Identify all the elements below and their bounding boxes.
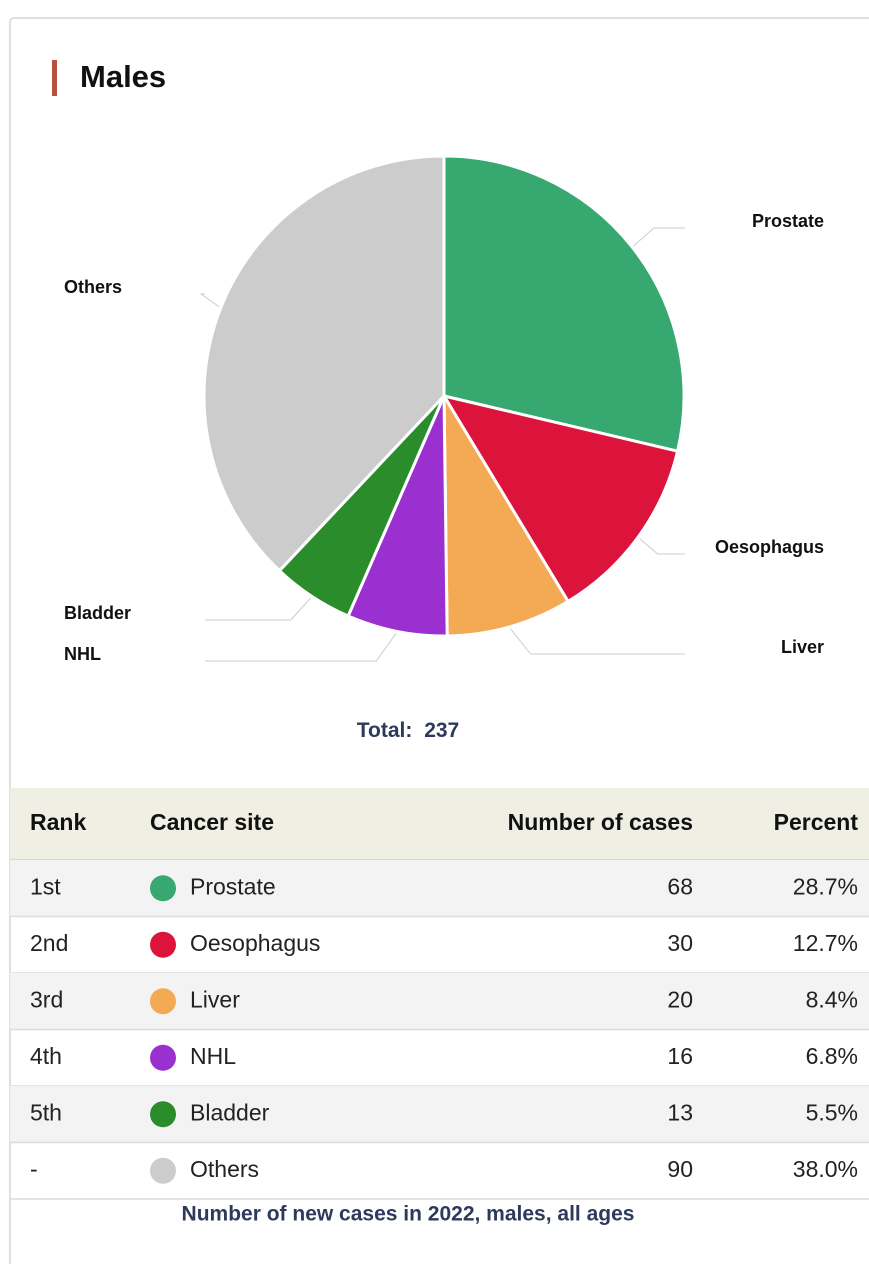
column-header: Cancer site — [150, 809, 274, 835]
percent-cell: 28.7% — [793, 873, 858, 899]
leader-line — [205, 597, 312, 621]
pie-slice — [202, 154, 446, 573]
cases-cell: 20 — [667, 986, 693, 1012]
percent-cell: 5.5% — [806, 1099, 858, 1125]
site-dot — [150, 1157, 176, 1184]
slice-label: Prostate — [752, 211, 824, 231]
rank-cell: - — [30, 1156, 38, 1182]
cases-cell: 30 — [667, 930, 693, 956]
slice-label: Liver — [781, 637, 824, 657]
site-dot — [150, 875, 176, 902]
slice-label: Others — [64, 277, 122, 297]
column-header: Number of cases — [508, 809, 693, 835]
percent-cell: 6.8% — [806, 1043, 858, 1069]
rank-cell: 2nd — [30, 930, 68, 956]
leader-line — [199, 293, 220, 308]
site-cell: Bladder — [190, 1099, 270, 1125]
column-header: Rank — [30, 809, 86, 835]
percent-cell: 38.0% — [793, 1156, 858, 1182]
cases-cell: 13 — [667, 1099, 693, 1125]
total-value: 237 — [424, 719, 459, 742]
site-cell: Liver — [190, 986, 240, 1012]
slice-label: Bladder — [64, 603, 131, 623]
rank-cell: 5th — [30, 1099, 62, 1125]
site-cell: NHL — [190, 1043, 236, 1069]
pie-chart: Prostate Oesophagus Liver NHL Bladder Others — [64, 154, 824, 664]
slice-label: NHL — [64, 644, 101, 664]
footnote: Number of new cases in 2022, males, all … — [182, 1203, 635, 1226]
rank-cell: 1st — [30, 873, 61, 899]
site-cell: Prostate — [190, 873, 276, 899]
site-cell: Others — [190, 1156, 259, 1182]
total: Total: 237 — [357, 719, 460, 742]
row-bg — [10, 1086, 869, 1143]
site-dot — [150, 988, 176, 1015]
pie-slice — [442, 154, 686, 453]
title-accent — [52, 60, 57, 96]
site-dot — [150, 1044, 176, 1071]
pie-slice — [442, 394, 570, 638]
table-header-bg — [10, 788, 869, 860]
leader-line — [639, 538, 685, 555]
column-header: Percent — [774, 809, 859, 835]
row-bg — [10, 860, 869, 917]
percent-cell: 12.7% — [793, 930, 858, 956]
rank-cell: 3rd — [30, 986, 63, 1012]
title: Males — [80, 59, 166, 94]
cases-cell: 68 — [667, 873, 693, 899]
leader-line — [205, 632, 397, 662]
rank-cell: 4th — [30, 1043, 62, 1069]
site-dot — [150, 1101, 176, 1128]
row-bg — [10, 973, 869, 1030]
percent-cell: 8.4% — [806, 986, 858, 1012]
site-cell: Oesophagus — [190, 930, 320, 956]
leader-line — [510, 628, 685, 655]
cases-cell: 16 — [667, 1043, 693, 1069]
slice-label: Oesophagus — [715, 537, 824, 557]
site-dot — [150, 931, 176, 958]
total-label: Total: — [357, 719, 413, 742]
table: Rank Cancer site Number of cases Percent 1st… — [10, 788, 869, 1200]
cases-cell: 90 — [667, 1156, 693, 1182]
leader-line — [633, 227, 685, 247]
pie-slice — [442, 394, 680, 603]
